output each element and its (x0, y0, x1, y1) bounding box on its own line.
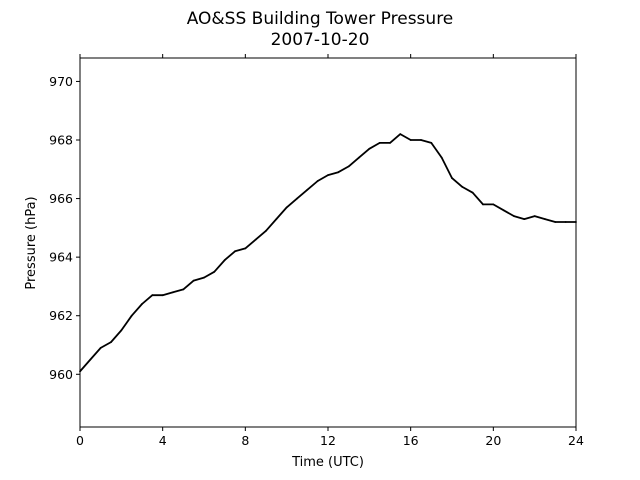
pressure-series-line (79, 133, 576, 372)
pressure-point (564, 221, 567, 223)
pressure-point (151, 294, 154, 297)
pressure-point (172, 291, 174, 294)
pressure-point (327, 174, 329, 177)
pressure-point (182, 288, 185, 291)
pressure-point (141, 303, 143, 305)
pressure-point (285, 206, 288, 209)
axes-frame (79, 57, 577, 428)
pressure-point (399, 133, 402, 136)
y-tick-label: 968 (49, 133, 73, 148)
pressure-point (451, 177, 453, 180)
y-tick-label: 960 (49, 367, 73, 382)
pressure-point (368, 147, 371, 150)
pressure-point (234, 250, 236, 253)
pressure-point (89, 358, 92, 361)
pressure-point (492, 203, 495, 206)
x-tick-label: 8 (241, 433, 249, 448)
chart-title: AO&SS Building Tower Pressure (187, 9, 454, 29)
pressure-point (296, 197, 298, 200)
y-tick-label: 962 (49, 308, 73, 323)
pressure-point (347, 165, 350, 168)
y-tick-label: 970 (49, 74, 73, 89)
pressure-point (544, 218, 546, 221)
pressure-point (99, 347, 102, 349)
pressure-point (306, 188, 309, 191)
pressure-point (192, 279, 195, 282)
pressure-point (130, 314, 133, 317)
plot-area (79, 133, 577, 373)
pressure-point (513, 215, 515, 218)
pressure-point (378, 142, 381, 144)
pressure-point (523, 218, 526, 221)
pressure-point (265, 229, 267, 232)
pressure-point (430, 142, 433, 144)
pressure-point (440, 156, 443, 159)
x-tick-label: 16 (403, 433, 419, 448)
pressure-point (110, 341, 112, 343)
axis-ticks: 0 4 8 12 16 20 24 960 962 964 966 968 970 (49, 54, 584, 448)
x-tick-label: 4 (159, 433, 167, 448)
pressure-point (244, 247, 247, 250)
pressure-point (533, 215, 536, 218)
x-axis-label: Time (UTC) (291, 455, 364, 470)
pressure-point (254, 238, 257, 241)
pressure-point (275, 218, 278, 221)
pressure-point (161, 294, 164, 297)
x-tick-label: 12 (320, 433, 336, 448)
pressure-point (120, 329, 123, 332)
pressure-point (409, 139, 412, 141)
x-tick-label: 24 (568, 433, 584, 448)
x-tick-label: 20 (485, 433, 501, 448)
pressure-point (420, 139, 422, 141)
x-tick-label: 0 (76, 433, 84, 448)
y-tick-label: 966 (49, 191, 73, 206)
pressure-point (502, 209, 505, 212)
y-tick-label: 964 (49, 250, 73, 265)
pressure-point (213, 270, 216, 273)
pressure-point (389, 142, 391, 144)
pressure-point (358, 156, 360, 159)
pressure-point (316, 180, 319, 182)
pressure-point (471, 191, 474, 194)
pressure-point (223, 259, 226, 261)
pressure-point (203, 276, 205, 279)
pressure-point (337, 171, 340, 174)
pressure-point (554, 221, 557, 223)
chart-subtitle: 2007-10-20 (271, 30, 370, 50)
pressure-point (461, 186, 464, 188)
pressure-point (482, 203, 484, 206)
y-axis-label: Pressure (hPa) (24, 196, 39, 289)
